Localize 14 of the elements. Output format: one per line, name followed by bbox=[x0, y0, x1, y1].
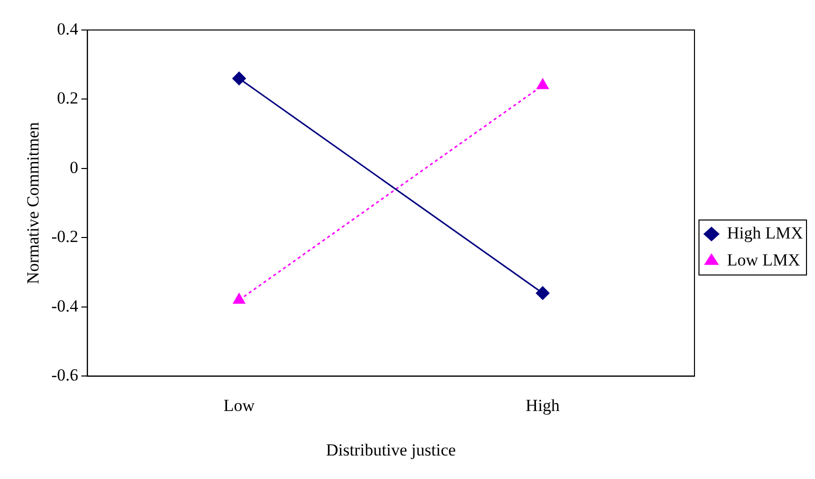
x-tick-label: High bbox=[526, 396, 560, 415]
y-tick-label: -0.4 bbox=[51, 296, 79, 316]
legend-label: Low LMX bbox=[726, 250, 800, 270]
y-tick-label: 0.2 bbox=[57, 88, 78, 108]
y-tick-label: -0.6 bbox=[51, 366, 78, 385]
y-tick-label: -0.2 bbox=[51, 227, 78, 246]
y-axis-title: Normative Commitmen bbox=[24, 122, 43, 284]
point bbox=[232, 72, 246, 86]
y-tick-label: 0 bbox=[70, 158, 78, 177]
x-axis-title: Distributive justice bbox=[326, 440, 456, 460]
x-tick-label: Low bbox=[224, 396, 256, 415]
point bbox=[536, 286, 550, 300]
y-tick-label: 0.4 bbox=[57, 19, 79, 38]
legend-label: High LMX bbox=[726, 223, 804, 242]
